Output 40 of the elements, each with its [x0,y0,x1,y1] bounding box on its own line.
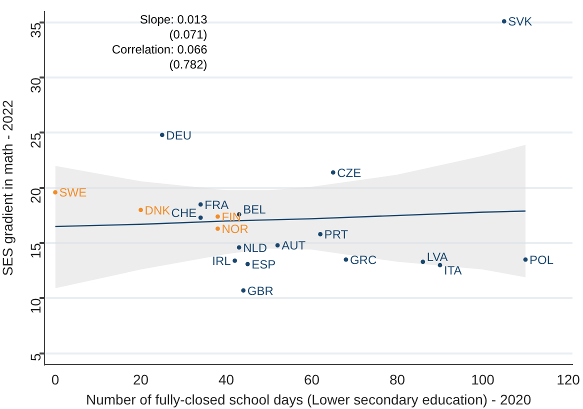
y-tick-label: 30 [27,77,44,94]
annotation: AUT [282,238,306,253]
annotation: (0.071) [169,28,208,42]
annotation: DNK [144,203,170,218]
y-tick-label: 20 [27,188,44,204]
annotation: Correlation: 0.066 [112,42,208,57]
y-tick-label: 10 [27,298,44,314]
annotation: GRC [350,252,377,267]
y-tick-label: 25 [27,132,44,148]
annotation: FIN [222,210,242,224]
annotation: SWE [59,186,87,200]
annotation: ITA [444,263,462,278]
y-tick-label: 35 [27,22,44,38]
annotation: NOR [222,222,249,236]
x-tick-label: 120 [556,372,580,388]
annotation: Slope: 0.013 [140,12,208,27]
y-tick-label: 5 [27,353,44,362]
annotation: SVK [508,14,532,29]
y-tick-label: 15 [27,242,44,259]
annotation: IRL [212,254,232,268]
y-axis-title: SES gradient in math - 2022 [0,100,16,276]
annotation: DEU [166,128,192,142]
x-tick-label: 100 [471,372,495,388]
annotation: FRA [204,198,229,212]
annotation: POL [529,252,554,267]
x-tick-label: 80 [389,372,406,388]
annotation: GBR [247,284,274,298]
annotation: NLD [243,240,268,255]
x-tick-label: 0 [51,372,60,388]
annotation: LVA [426,250,448,264]
x-axis-title: Number of fully-closed school days (Lower secondary education) - 2020 [86,391,532,408]
annotation: PRT [324,228,349,242]
annotation: ESP [252,257,276,272]
x-tick-label: 40 [218,372,234,388]
annotation: CHE [171,206,197,220]
x-tick-label: 20 [132,372,149,388]
annotation: (0.782) [169,58,208,72]
annotation: CZE [337,166,362,180]
x-tick-label: 60 [304,372,320,388]
annotation: BEL [243,202,266,217]
